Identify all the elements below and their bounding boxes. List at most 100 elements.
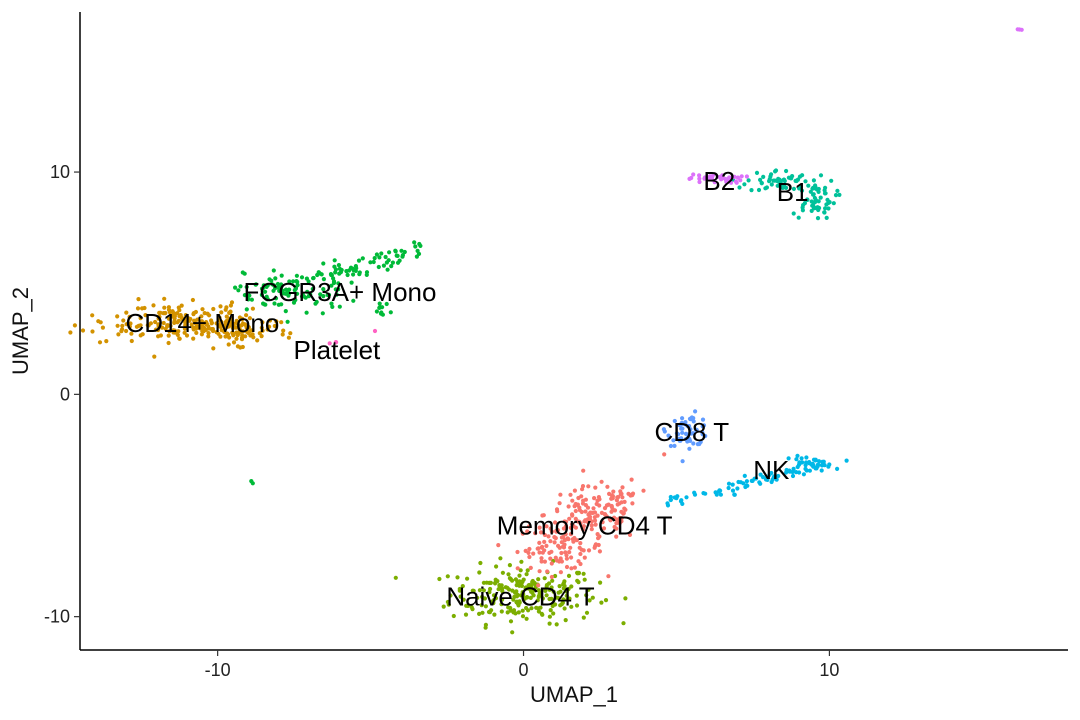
point-cd14-mono [80, 328, 86, 333]
point-memory-cd4-t [610, 496, 615, 501]
point-naive-cd4-t [524, 616, 529, 621]
point-b1 [784, 168, 789, 174]
point-memory-cd4-t [622, 499, 627, 504]
point-naive-cd4-t [566, 586, 571, 592]
point-naive-cd4-t [511, 608, 517, 613]
point-fcgr3a-mono [310, 286, 315, 292]
point-naive-cd4-t [506, 572, 511, 577]
point-b1 [759, 181, 764, 186]
point-nk [815, 464, 820, 469]
point-memory-cd4-t [568, 525, 573, 531]
point-naive-cd4-t [517, 573, 522, 578]
point-fcgr3a-mono [360, 256, 365, 261]
point-naive-cd4-t [463, 612, 469, 617]
point-memory-cd4-t [568, 545, 573, 550]
cluster-label: CD14+ Mono [125, 308, 279, 338]
point-nk [807, 468, 813, 473]
point-memory-cd4-t [586, 548, 592, 553]
point-nk [735, 486, 740, 491]
point-naive-cd4-t [518, 568, 523, 573]
point-b1 [800, 173, 805, 178]
point-cd14-mono [199, 319, 204, 324]
point-fcgr3a-mono [325, 292, 330, 298]
point-fcgr3a-mono [275, 281, 280, 287]
point-fcgr3a-mono [364, 270, 370, 275]
point-naive-cd4-t [496, 587, 501, 592]
point-naive-cd4-t [551, 589, 556, 594]
point-cd14-mono [218, 304, 223, 309]
y-tick-label: 0 [60, 384, 70, 404]
point-cd14-mono [240, 333, 245, 338]
point-cd14-mono [116, 332, 121, 337]
point-memory-cd4-t [580, 484, 586, 489]
point-cd8-t [680, 459, 685, 464]
point-cd8-t [700, 432, 705, 437]
point-memory-cd4-t [620, 485, 625, 490]
point-b1 [781, 177, 787, 182]
point-fcgr3a-mono [285, 319, 290, 324]
point-cd8-t [672, 443, 677, 448]
point-nk [684, 495, 689, 500]
point-naive-cd4-t [393, 575, 398, 580]
point-naive-cd4-t [529, 589, 534, 594]
point-fcgr3a-mono [332, 258, 337, 263]
point-memory-cd4-t [611, 489, 616, 494]
x-axis-ticks: -10 0 10 [205, 650, 839, 680]
point-nk [757, 480, 762, 485]
point-fcgr3a-mono [372, 256, 377, 261]
point-naive-cd4-t [521, 595, 526, 600]
point-nk [742, 473, 747, 478]
point-cd8-t [668, 443, 674, 449]
point-fcgr3a-mono [371, 259, 376, 265]
point-fcgr3a-mono [413, 244, 418, 249]
point-cd14-mono [191, 312, 196, 317]
point-fcgr3a-mono [321, 287, 326, 292]
point-b1 [754, 170, 760, 175]
point-cd14-mono [230, 331, 235, 336]
point-fcgr3a-mono [233, 285, 238, 290]
point-memory-cd4-t [545, 569, 550, 574]
point-fcgr3a-mono [374, 309, 379, 314]
point-naive-cd4-t [550, 578, 555, 583]
point-fcgr3a-mono [402, 249, 407, 255]
point-memory-cd4-t [549, 574, 555, 580]
point-naive-cd4-t [457, 586, 462, 592]
point-nk [668, 494, 673, 500]
point-naive-cd4-t [508, 619, 514, 624]
point-cd8-t [661, 427, 667, 432]
point-nk [674, 496, 679, 501]
point-cd14-mono [244, 313, 249, 318]
point-nk [718, 488, 723, 493]
point-fcgr3a-mono [279, 273, 284, 278]
point-fcgr3a-mono [276, 302, 281, 307]
point-memory-cd4-t [554, 558, 560, 563]
point-memory-cd4-t [544, 524, 549, 529]
point-cd14-mono [162, 305, 167, 310]
x-axis-title: UMAP_1 [530, 682, 618, 707]
point-memory-cd4-t [528, 565, 533, 571]
point-memory-cd4-t [582, 555, 587, 560]
point-fcgr3a-mono [388, 310, 393, 315]
point-naive-cd4-t [547, 621, 552, 626]
point-cd14-mono [172, 313, 177, 318]
point-fcgr3a-mono [280, 288, 285, 293]
point-memory-cd4-t [600, 520, 605, 525]
point-b1 [829, 178, 834, 183]
point-nk [835, 466, 840, 471]
point-memory-cd4-t [630, 501, 635, 506]
point-cd8-t [680, 416, 685, 421]
point-memory-cd4-t [560, 544, 566, 549]
point-cd14-mono [227, 316, 232, 322]
point-cd14-mono [195, 317, 200, 322]
point-fcgr3a-mono [242, 293, 247, 298]
point-nk [795, 453, 800, 458]
point-fcgr3a-mono [295, 291, 300, 296]
point-naive-cd4-t [478, 560, 483, 566]
point-b2 [719, 177, 724, 182]
point-memory-cd4-t [623, 507, 628, 512]
point-cd8-t [678, 438, 683, 443]
point-memory-cd4-t [536, 546, 541, 551]
point-fcgr3a-mono [262, 302, 267, 307]
cluster-label: B1 [777, 177, 809, 207]
point-fcgr3a-mono [374, 252, 379, 257]
